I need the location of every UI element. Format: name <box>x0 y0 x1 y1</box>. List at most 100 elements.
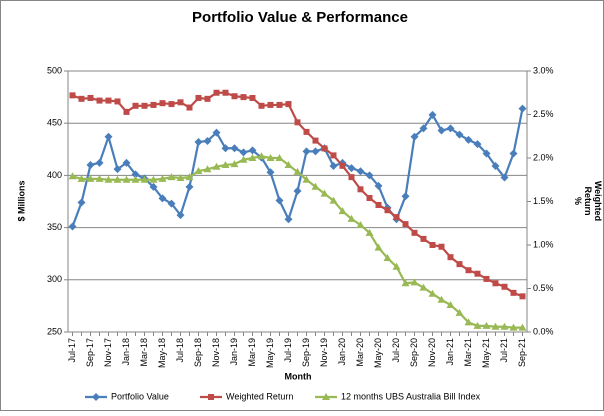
data-point <box>95 174 104 182</box>
x-tick-label: Mar-18 <box>139 338 149 367</box>
data-point <box>167 173 176 181</box>
data-point <box>419 283 428 291</box>
legend-label: Portfolio Value <box>111 391 169 401</box>
data-point <box>329 162 338 171</box>
x-tick-label: Jul-21 <box>499 338 509 363</box>
data-point <box>194 137 203 146</box>
data-point <box>248 154 257 161</box>
data-point <box>456 261 463 268</box>
data-point <box>258 102 265 109</box>
chart-title: Portfolio Value & Performance <box>192 9 408 26</box>
data-point <box>401 279 410 287</box>
data-point <box>150 101 157 108</box>
y2-tick-label: 1.5% <box>533 196 554 206</box>
data-point <box>185 182 194 191</box>
data-point <box>77 174 86 182</box>
data-point <box>330 152 337 159</box>
x-tick-label: Nov-20 <box>427 338 437 367</box>
data-point <box>123 108 130 115</box>
data-point <box>149 182 158 191</box>
legend-item: 12 months UBS Australia Bill Index <box>315 391 481 401</box>
x-tick-label: Jul-18 <box>175 338 185 363</box>
x-tick-label: Jan-20 <box>337 338 347 366</box>
data-point <box>185 173 194 181</box>
data-point <box>230 160 239 168</box>
y2-tick-label: 2.0% <box>533 152 554 162</box>
data-point <box>158 174 167 182</box>
y2-tick-label: 2.5% <box>533 109 554 119</box>
data-point <box>212 128 221 137</box>
x-tick-label: May-21 <box>481 338 491 368</box>
data-point <box>509 149 518 158</box>
data-point <box>203 136 212 145</box>
data-point <box>275 154 284 161</box>
data-point <box>446 124 455 133</box>
data-point <box>473 140 482 149</box>
data-point <box>402 221 409 228</box>
data-point <box>203 165 212 173</box>
data-point <box>68 172 77 180</box>
data-point <box>212 162 221 170</box>
data-point <box>122 158 131 167</box>
x-tick-label: Mar-19 <box>247 338 257 367</box>
legend-item: Portfolio Value <box>85 391 169 401</box>
data-point <box>302 175 311 183</box>
x-tick-label: Nov-19 <box>319 338 329 367</box>
data-point <box>86 160 95 169</box>
data-point <box>338 207 347 215</box>
data-point <box>213 89 220 96</box>
legend-marker <box>92 393 100 401</box>
data-point <box>464 135 473 144</box>
x-tick-label: Mar-20 <box>355 338 365 367</box>
data-point <box>429 242 436 248</box>
y-tick-label: 300 <box>47 274 62 284</box>
data-point <box>122 175 131 183</box>
x-tick-label: Jul-17 <box>67 338 77 363</box>
data-point <box>131 170 140 179</box>
data-point <box>375 201 382 208</box>
data-point <box>483 275 490 282</box>
data-point <box>132 102 139 109</box>
data-point <box>392 262 401 270</box>
y2-tick-label: 3.0% <box>533 65 554 75</box>
data-point <box>411 229 418 236</box>
data-point <box>78 95 85 102</box>
data-point <box>302 147 311 156</box>
data-point <box>374 243 383 251</box>
data-point <box>518 323 527 331</box>
data-point <box>195 94 202 101</box>
data-point <box>365 171 374 180</box>
data-point <box>356 167 365 176</box>
data-point <box>293 187 302 196</box>
x-tick-label: Jan-21 <box>445 338 455 366</box>
y-tick-label: 500 <box>47 65 62 75</box>
data-point <box>311 182 320 190</box>
data-point <box>248 146 257 155</box>
data-point <box>221 144 230 153</box>
data-point <box>95 158 104 167</box>
data-point <box>113 165 122 174</box>
data-point <box>113 175 122 183</box>
data-point <box>491 322 500 330</box>
data-point <box>510 289 517 296</box>
data-point <box>437 295 446 303</box>
x-tick-label: May-20 <box>373 338 383 368</box>
y2-axis-title: WeightedReturn% <box>573 181 603 221</box>
data-point <box>86 174 95 182</box>
legend-marker <box>322 393 330 400</box>
data-point <box>104 132 113 141</box>
data-point <box>501 283 508 290</box>
data-point <box>447 254 454 261</box>
data-point <box>176 211 185 220</box>
data-point <box>159 100 166 107</box>
x-tick-label: Jul-20 <box>391 338 401 363</box>
data-point <box>419 124 428 133</box>
data-point <box>329 196 338 204</box>
data-point <box>509 323 518 331</box>
data-point <box>141 102 148 109</box>
x-tick-label: Mar-21 <box>463 338 473 367</box>
data-point <box>491 162 500 171</box>
data-point <box>140 175 149 183</box>
data-point <box>428 289 437 297</box>
data-point <box>311 147 320 156</box>
